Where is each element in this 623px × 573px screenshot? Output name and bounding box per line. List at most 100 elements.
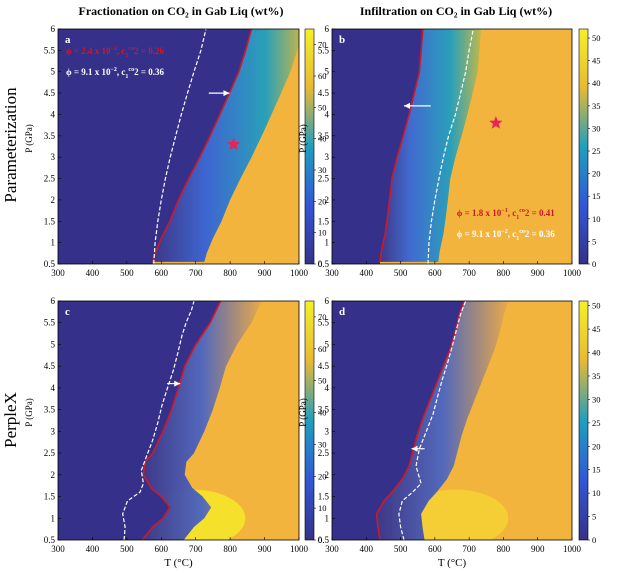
colorbar-tick-label: 60 (318, 71, 327, 81)
y-tick-label: 2.5 (318, 448, 330, 458)
chart-panel-a: 300 400 500 600 700 800 900 10000.511.522.533.5… (24, 24, 327, 278)
column-title-fractionation: Fractionation on CO₂ in Gab Liq (wt%) (79, 4, 284, 18)
colorbar-tick-label: 15 (592, 465, 601, 475)
colorbar-tick-label: 5 (592, 512, 596, 522)
chart-panel-b: 300 400 500 600 700 800 900 10000.511.522.533.5… (298, 24, 601, 278)
x-tick-label: 900 (531, 544, 545, 554)
y-tick-label: 0.5 (44, 259, 56, 269)
x-tick-label: 800 (223, 544, 237, 554)
panel-letter: a (65, 34, 71, 46)
colorbar-tick-label: 20 (318, 471, 327, 481)
x-tick-label: 400 (360, 268, 374, 278)
y-tick-label: 3.5 (44, 131, 56, 141)
y-tick-label: 1 (51, 513, 56, 523)
y-tick-label: 2 (51, 195, 56, 205)
colorbar-tick-label: 45 (592, 56, 601, 66)
y-axis-label: P (GPa) (24, 124, 34, 152)
y-axis-label: P (GPa) (298, 398, 308, 426)
panel-letter: d (339, 306, 345, 318)
colorbar-tick-label: 25 (592, 146, 601, 156)
y-tick-label: 3 (325, 426, 330, 436)
y-tick-label: 6 (325, 24, 330, 34)
y-tick-label: 3 (325, 152, 330, 162)
x-axis-label: T (°C) (164, 557, 193, 569)
y-tick-label: 2 (325, 195, 330, 205)
colorbar-tick-label: 40 (592, 78, 601, 88)
colorbar-tick-label: 45 (592, 324, 601, 334)
y-tick-label: 2.5 (44, 174, 56, 184)
y-tick-label: 3.5 (318, 131, 330, 141)
x-tick-label: 300 (325, 544, 339, 554)
red-boundary-curve (375, 301, 465, 540)
x-tick-label: 800 (497, 268, 511, 278)
y-tick-label: 3 (51, 426, 56, 436)
x-tick-label: 600 (155, 544, 169, 554)
red-boundary-curve (151, 29, 253, 263)
legend-entry: ϕ = 2.4 x 10−2, c1co2 = 0.26 (66, 46, 164, 59)
colorbar-tick-label: 5 (592, 236, 596, 246)
legend-entry: ϕ = 9.1 x 10−2, c1co2 = 0.36 (66, 67, 164, 80)
x-tick-label: 900 (531, 268, 545, 278)
y-tick-label: 4 (325, 109, 330, 119)
heatmap-low-region (332, 29, 423, 264)
colorbar-tick-label: 25 (592, 418, 601, 428)
row-label-perplex: PerpleX (1, 392, 20, 448)
colorbar-tick-label: 60 (318, 344, 327, 354)
x-tick-label: 300 (325, 268, 339, 278)
axes-frame (57, 300, 300, 541)
y-tick-label: 5 (325, 339, 330, 349)
y-tick-label: 4.5 (318, 88, 330, 98)
colorbar-tick-label: 50 (592, 33, 601, 43)
colorbar-tick-label: 20 (592, 169, 601, 179)
colorbar-tick-label: 20 (592, 441, 601, 451)
heatmap-low-region (58, 29, 252, 264)
y-tick-label: 5 (51, 339, 56, 349)
y-tick-label: 3.5 (44, 405, 56, 415)
x-tick-label: 600 (155, 268, 169, 278)
colorbar-tick-label: 30 (592, 123, 601, 133)
x-tick-label: 400 (360, 544, 374, 554)
y-tick-label: 5 (51, 67, 56, 77)
heatmap-transition-zone (152, 29, 299, 262)
y-tick-label: 4.5 (44, 361, 56, 371)
y-tick-label: 3.5 (318, 405, 330, 415)
colorbar (304, 28, 315, 265)
heatmap-field (332, 29, 572, 264)
legend-entry: ϕ = 1.8 x 10−1, c1co2 = 0.41 (457, 208, 555, 221)
colorbar-tick-label: 30 (318, 439, 327, 449)
axes-frame (331, 300, 573, 541)
x-tick-label: 600 (428, 544, 442, 554)
x-tick-label: 400 (86, 268, 100, 278)
white-dashed-curve (427, 29, 474, 264)
arrow-head (411, 445, 418, 452)
colorbar (578, 300, 589, 541)
x-axis-label: T (°C) (438, 557, 467, 569)
x-tick-label: 1000 (563, 544, 582, 554)
arrow-head (404, 102, 410, 109)
y-tick-label: 2 (51, 470, 56, 480)
y-tick-label: 0.5 (44, 535, 56, 545)
chart-panel-d: 300 400 500 600 700 800 900 10000.511.522.533.5… (298, 296, 601, 569)
x-tick-label: 900 (258, 268, 272, 278)
heatmap-field (58, 29, 299, 264)
arrow-head (174, 380, 181, 387)
y-tick-label: 1.5 (44, 216, 56, 226)
axes-frame (331, 28, 573, 265)
colorbar-tick-label: 40 (592, 348, 601, 358)
x-tick-label: 500 (394, 544, 408, 554)
panel-letter: b (339, 34, 345, 46)
x-tick-label: 700 (189, 268, 203, 278)
x-tick-label: 500 (120, 544, 134, 554)
colorbar-tick-label: 50 (318, 102, 327, 112)
x-tick-label: 700 (462, 268, 476, 278)
x-tick-label: 300 (51, 544, 65, 554)
y-tick-label: 2.5 (318, 174, 330, 184)
y-tick-label: 1 (325, 238, 330, 248)
y-tick-label: 3 (51, 152, 56, 162)
colorbar-tick-label: 10 (318, 503, 327, 513)
heatmap-transition-zone (142, 301, 262, 540)
y-tick-label: 4 (51, 383, 56, 393)
white-dashed-curve (398, 301, 467, 540)
colorbar-tick-label: 0 (318, 535, 322, 545)
colorbar (578, 28, 589, 265)
